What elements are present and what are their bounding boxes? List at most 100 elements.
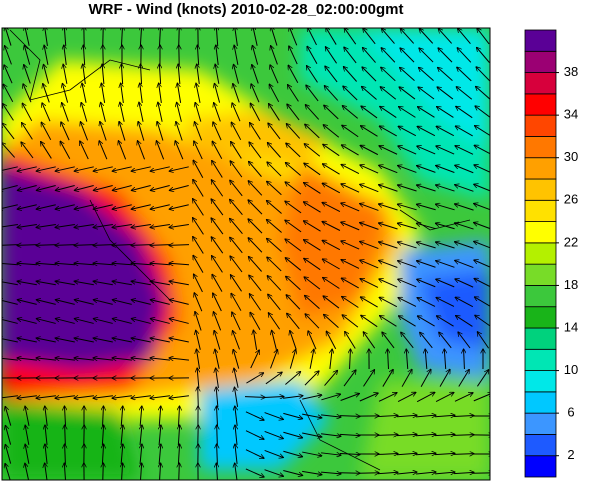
wind-arrow	[457, 48, 472, 63]
wind-arrow	[382, 332, 395, 349]
wind-arrow	[121, 28, 122, 47]
wind-arrow	[169, 300, 189, 305]
wind-arrow	[344, 47, 357, 64]
wind-arrow	[381, 67, 396, 82]
wind-arrow	[25, 28, 30, 46]
wind-arrow	[341, 145, 359, 156]
wind-arrow	[290, 331, 297, 350]
wind-arrow	[283, 412, 302, 418]
wind-arrow	[119, 121, 126, 141]
wind-arrow	[121, 64, 122, 85]
wind-arrow	[246, 373, 263, 384]
wind-arrow	[454, 204, 474, 211]
wind-arrow	[112, 396, 132, 398]
wind-arrow	[150, 281, 170, 286]
wind-arrow	[36, 396, 56, 398]
wind-arrow	[322, 240, 341, 251]
wind-arrow	[289, 349, 295, 369]
wind-arrow	[473, 393, 490, 402]
wind-arrow	[93, 166, 113, 171]
wind-arrow	[169, 338, 189, 343]
wind-arrow	[416, 242, 436, 249]
wind-arrow	[102, 64, 104, 85]
wind-arrow	[112, 358, 132, 360]
wind-arrow	[74, 245, 95, 246]
wind-arrow	[93, 300, 113, 305]
wind-arrow	[17, 204, 37, 209]
wind-arrow	[271, 46, 278, 65]
wind-arrow	[456, 106, 473, 119]
wind-arrow	[324, 314, 339, 329]
wind-arrow	[377, 454, 398, 455]
wind-arrow	[64, 45, 66, 65]
wind-arrow	[358, 473, 379, 474]
wind-arrow	[55, 224, 75, 228]
wind-arrow	[45, 406, 47, 426]
wind-arrow	[140, 406, 142, 427]
wind-arrow	[158, 102, 163, 122]
wind-arrow	[55, 245, 76, 246]
colorbar-box	[524, 412, 557, 435]
wind-arrow	[455, 126, 473, 137]
wind-arrow	[36, 300, 56, 305]
wind-arrow	[169, 224, 189, 228]
wind-arrow	[434, 434, 455, 435]
wind-arrow	[361, 106, 378, 119]
colorbar-label: 14	[564, 319, 578, 334]
wind-arrow	[214, 103, 221, 122]
wind-arrow	[398, 146, 417, 155]
wind-arrow	[150, 224, 170, 228]
wind-arrow	[232, 312, 241, 331]
wind-arrow	[43, 84, 50, 103]
wind-arrow	[249, 294, 262, 311]
wind-arrow	[131, 204, 151, 209]
wind-arrow	[93, 263, 114, 265]
wind-arrow	[322, 259, 340, 270]
wind-arrow	[25, 406, 30, 426]
wind-arrow	[437, 107, 454, 118]
wind-arrow	[179, 406, 180, 427]
wind-arrow	[179, 28, 180, 47]
wind-arrow	[453, 435, 474, 436]
wind-arrow	[120, 102, 125, 122]
wind-arrow	[476, 370, 488, 387]
wind-arrow	[419, 29, 434, 44]
wind-arrow	[304, 144, 321, 157]
wind-arrow	[377, 415, 398, 416]
wind-arrow	[283, 431, 302, 438]
wind-arrow	[36, 338, 56, 343]
wind-arrow	[234, 368, 239, 388]
wind-arrow	[439, 369, 450, 387]
wind-arrow	[434, 453, 455, 454]
wind-arrow	[150, 338, 170, 343]
wind-arrow	[379, 165, 398, 174]
colorbar-box	[524, 370, 557, 393]
wind-arrow	[169, 396, 189, 398]
wind-arrow	[74, 204, 94, 209]
wind-arrow	[214, 83, 221, 103]
wind-arrow	[245, 411, 264, 420]
wind-arrow	[398, 166, 417, 173]
wind-arrow	[175, 141, 184, 160]
wind-arrow	[17, 319, 37, 324]
wind-arrow	[425, 349, 427, 370]
wind-arrow	[195, 311, 202, 331]
wind-arrow	[17, 396, 37, 398]
colorbar-box	[524, 242, 557, 265]
wind-arrow	[193, 199, 204, 216]
wind-arrow	[436, 316, 454, 327]
wind-arrow	[252, 65, 259, 84]
wind-arrow	[112, 300, 132, 305]
wind-arrow	[102, 425, 103, 446]
wind-arrow	[131, 263, 152, 265]
wind-arrow	[178, 64, 180, 85]
wind-arrow	[475, 126, 490, 137]
wind-arrow	[4, 65, 13, 84]
wind-arrow	[400, 67, 415, 82]
wind-arrow	[475, 106, 490, 118]
wind-arrow	[382, 369, 393, 387]
wind-arrow	[215, 349, 220, 369]
wind-arrow	[131, 224, 151, 228]
wind-arrow	[271, 28, 278, 46]
wind-arrow	[267, 257, 282, 272]
